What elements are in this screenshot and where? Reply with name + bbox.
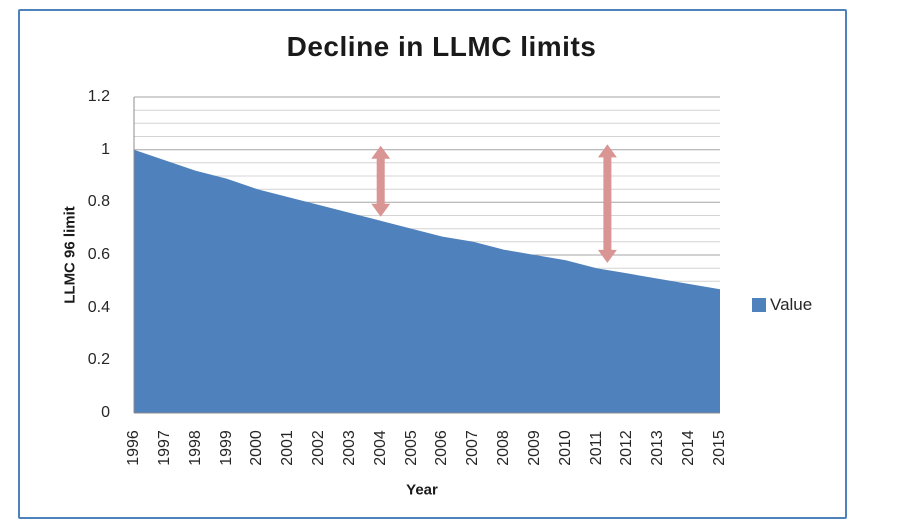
x-tick-label: 2015 — [711, 430, 728, 466]
x-tick-label: 2001 — [279, 430, 296, 466]
y-tick-label: 1.2 — [87, 88, 110, 105]
y-axis-title: LLMC 96 limit — [61, 206, 79, 304]
x-tick-label: 2003 — [341, 430, 358, 466]
legend-swatch-icon — [752, 297, 766, 312]
y-tick-label: 0.8 — [87, 193, 110, 210]
chart-frame: Decline in LLMC limits 0 0.2 0.4 0.6 0.8 1 1.2… — [18, 9, 847, 519]
x-tick-label: 2014 — [680, 430, 697, 466]
x-tick-label: 2005 — [403, 430, 420, 466]
x-tick-label: 2011 — [588, 430, 605, 466]
y-tick-label: 0 — [101, 404, 110, 421]
annotation-double-arrow-icon — [371, 145, 391, 217]
y-tick-label: 1 — [101, 141, 110, 158]
legend-label: Value — [770, 295, 813, 314]
x-tick-label: 2008 — [495, 430, 512, 466]
x-tick-label: 2006 — [433, 430, 450, 466]
y-tick-label: 0.2 — [87, 351, 110, 368]
x-tick-label: 2002 — [310, 430, 327, 466]
x-tick-label: 2013 — [649, 430, 666, 466]
x-tick-label: 2012 — [618, 430, 635, 466]
legend: Value — [752, 296, 812, 313]
x-tick-label: 1998 — [187, 430, 204, 466]
x-tick-label: 2007 — [464, 430, 481, 466]
x-tick-label: 2009 — [526, 430, 543, 466]
y-tick-label: 0.6 — [87, 246, 110, 263]
x-tick-label: 1996 — [125, 430, 142, 466]
annotation-double-arrow-icon — [597, 144, 617, 263]
x-tick-label: 2010 — [557, 430, 574, 466]
y-tick-label: 0.4 — [87, 299, 110, 316]
x-tick-label: 1997 — [156, 430, 173, 466]
chart-title: Decline in LLMC limits — [286, 31, 597, 62]
x-tick-label: 2004 — [372, 430, 389, 466]
area-series-value — [134, 149, 720, 413]
x-axis-title: Year — [406, 481, 438, 499]
plot-area — [133, 96, 720, 414]
x-tick-label: 2000 — [248, 430, 265, 466]
x-tick-label: 1999 — [218, 430, 235, 466]
